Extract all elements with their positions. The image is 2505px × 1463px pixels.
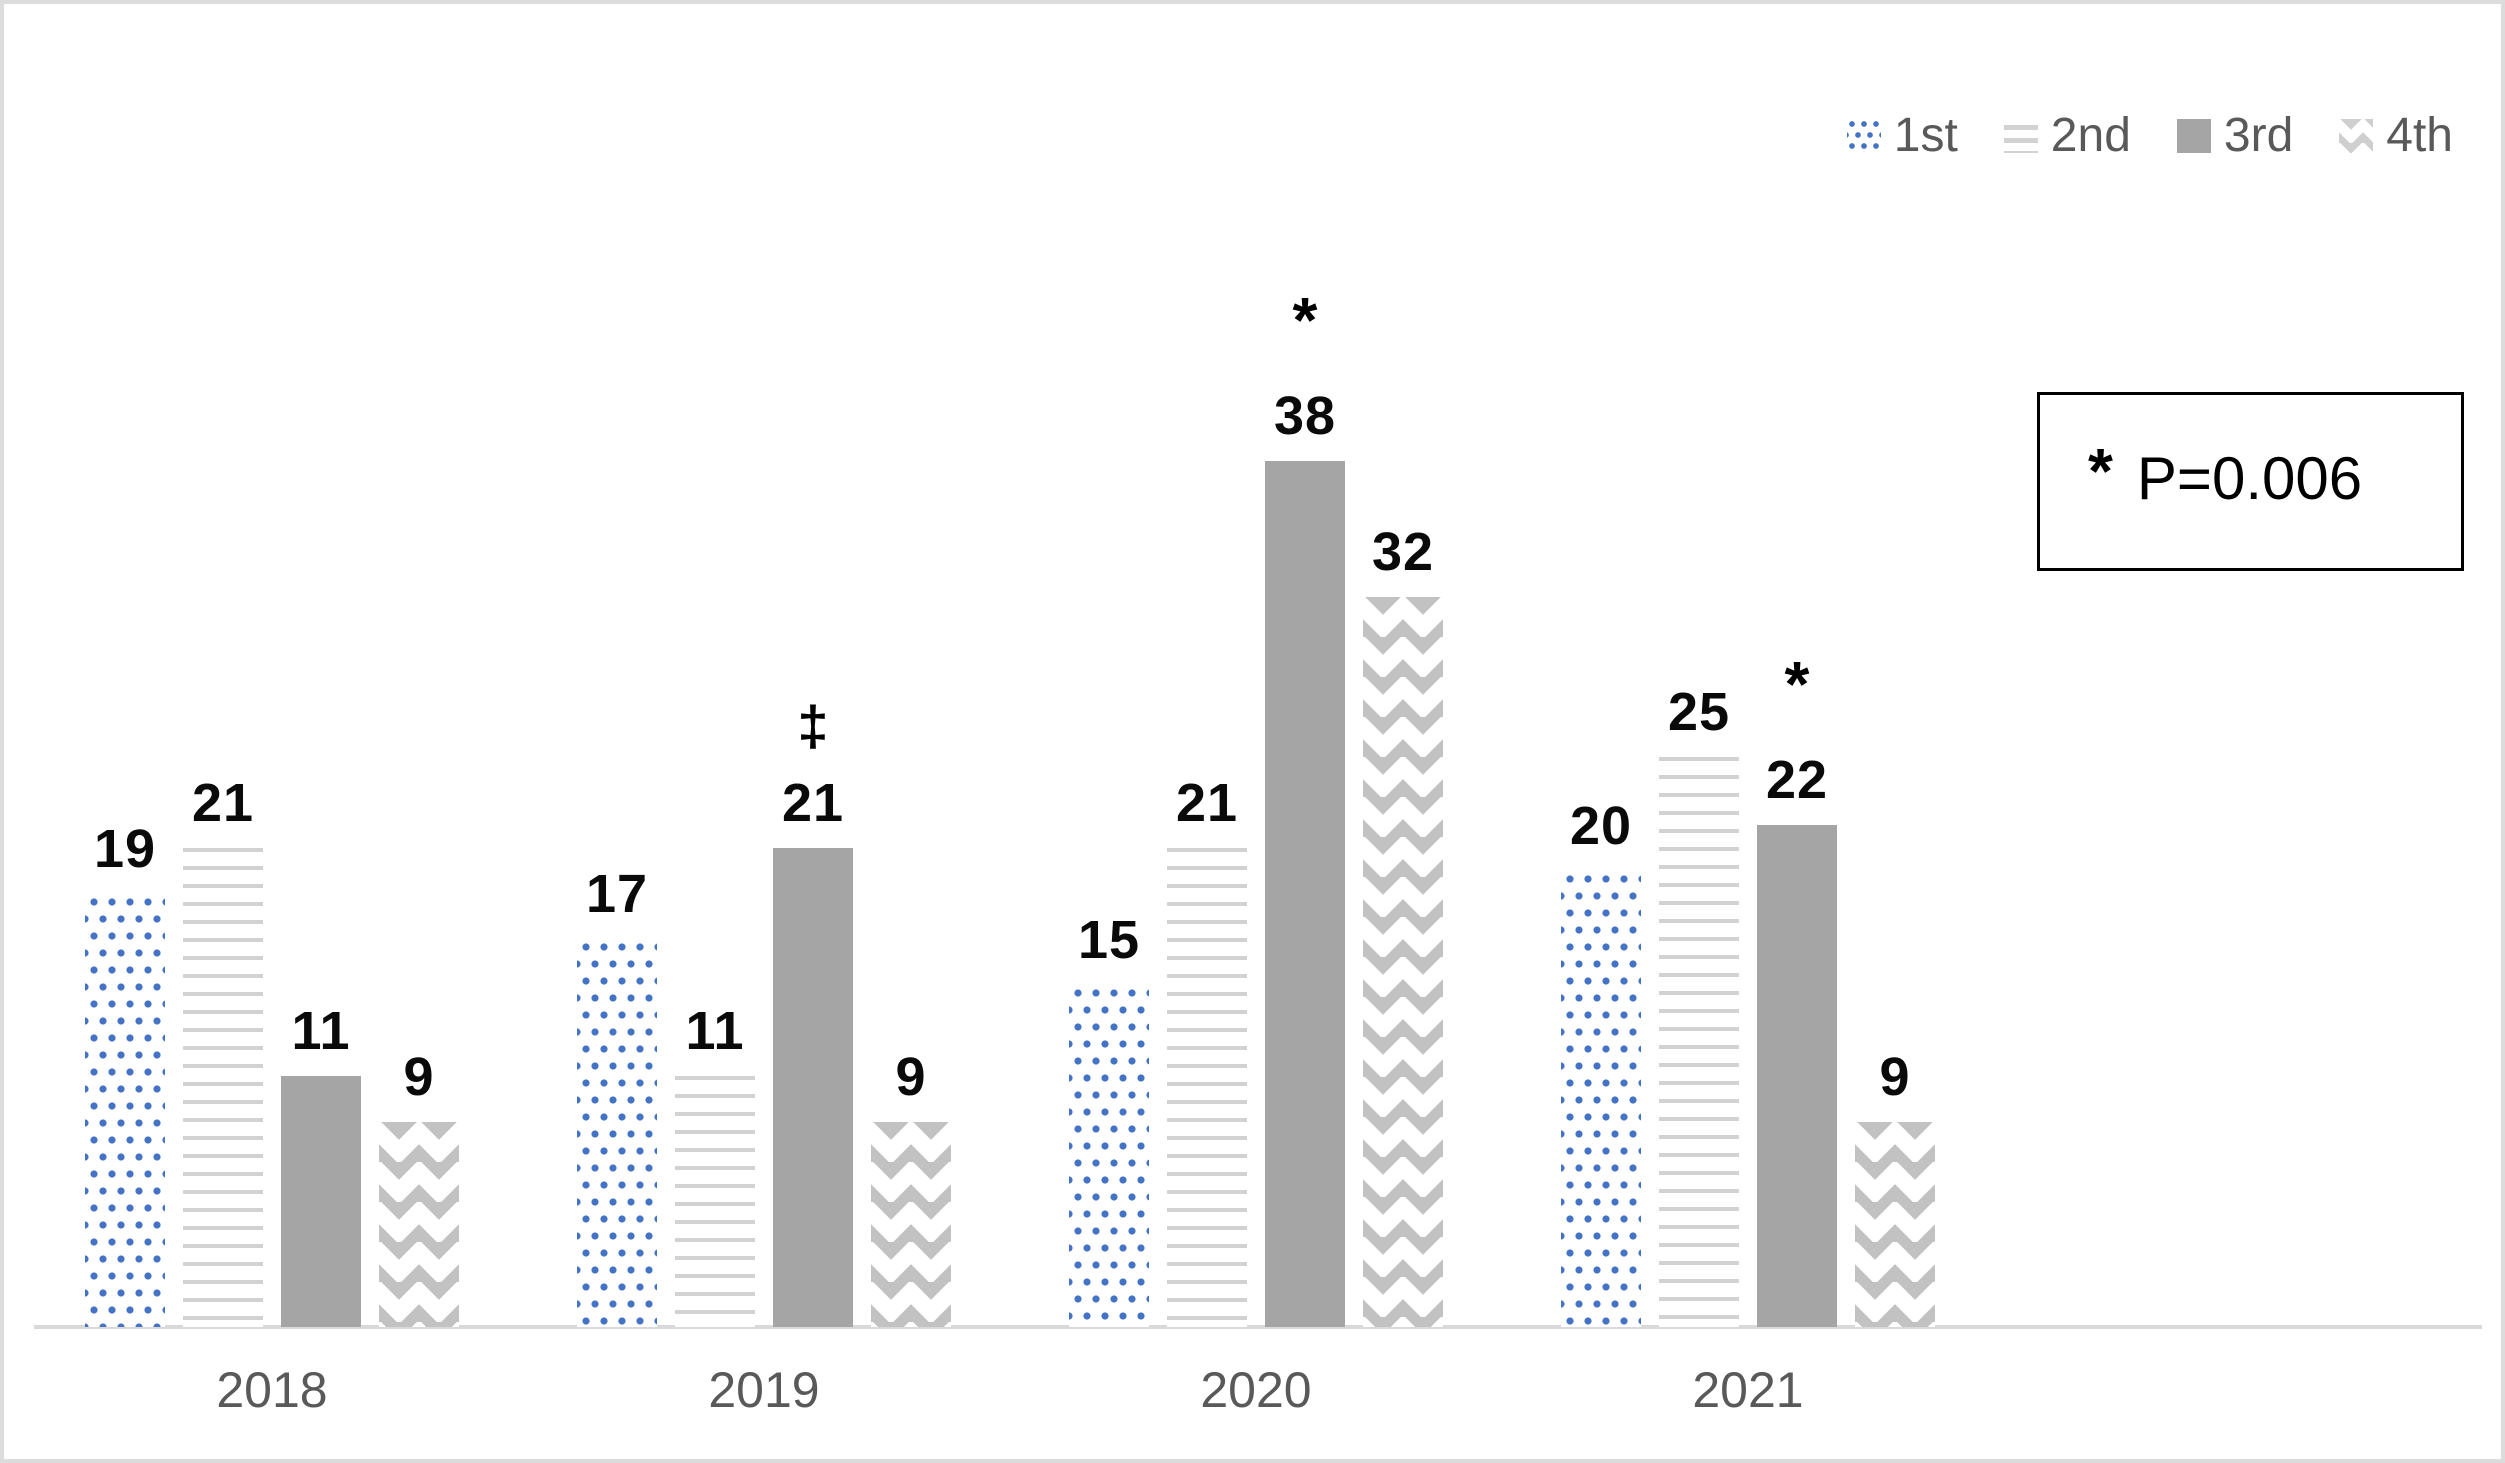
legend-label-4th: 4th [2386, 109, 2453, 162]
horizontal-lines-pattern-icon [2003, 118, 2038, 153]
significance-asterisk: * [1292, 284, 1318, 356]
category-label: 2019 [708, 1362, 820, 1418]
p-value-box: * P=0.006 [2037, 392, 2464, 571]
bar-2021-2nd [1659, 757, 1739, 1327]
bar-2018-2nd [183, 848, 263, 1327]
bar-value-label: 22 [1765, 750, 1829, 810]
solid-gray-pattern-icon [2176, 118, 2211, 153]
bar-value-label: 21 [1175, 773, 1239, 833]
bar-2018-4th [379, 1122, 459, 1327]
bar-value-label: 11 [685, 1001, 745, 1061]
bar-value-label: 9 [1879, 1047, 1911, 1107]
bar-value-label: 32 [1371, 522, 1435, 582]
legend-item-4th: 4th [2339, 108, 2453, 163]
bar-value-label: 9 [403, 1047, 435, 1107]
legend-item-3rd: 3rd [2176, 108, 2294, 163]
bar-2020-2nd [1167, 848, 1247, 1327]
bar-2018-3rd [281, 1076, 361, 1327]
legend-item-1st: 1st [1846, 108, 1958, 163]
bar-2019-2nd [675, 1076, 755, 1327]
bar-2020-3rd [1265, 461, 1345, 1327]
category-label: 2021 [1692, 1362, 1804, 1418]
bar-2020-4th [1363, 597, 1443, 1327]
legend-label-3rd: 3rd [2223, 109, 2294, 162]
significance-double-dagger: ‡ [797, 694, 829, 757]
bar-value-label: 19 [93, 819, 157, 879]
bar-2019-4th [871, 1122, 951, 1327]
legend-label-2nd: 2nd [2050, 109, 2131, 162]
bar-value-label: 21 [191, 773, 255, 833]
legend-label-1st: 1st [1893, 109, 1958, 162]
chart-legend: 1st 2nd 3rd 4th [1846, 108, 2453, 163]
significance-asterisk: * [1784, 648, 1810, 720]
bar-2019-1st [577, 939, 657, 1327]
blue-dots-pattern-icon [1846, 118, 1881, 153]
bar-2018-1st [85, 894, 165, 1327]
p-value-text: P=0.006 [2136, 445, 2363, 512]
bar-value-label: 20 [1569, 796, 1633, 856]
bar-2021-4th [1855, 1122, 1935, 1327]
x-axis-line [34, 1325, 2482, 1329]
bar-2019-3rd [773, 848, 853, 1327]
bar-2021-3rd [1757, 825, 1837, 1327]
bar-value-label: 25 [1667, 682, 1731, 742]
legend-item-2nd: 2nd [2003, 108, 2131, 163]
bar-value-label: 9 [895, 1047, 927, 1107]
bar-2020-1st [1069, 985, 1149, 1327]
bar-value-label: 21 [781, 773, 845, 833]
asterisk-symbol: * [2088, 434, 2113, 507]
plot-area: 2018 2019 2020 2021 19 17 15 20 21 11 21 25 11 21 38 22… [4, 4, 2501, 1459]
bar-value-label: 38 [1273, 386, 1337, 446]
category-label: 2020 [1200, 1362, 1312, 1418]
category-label: 2018 [216, 1362, 328, 1418]
bar-2021-1st [1561, 871, 1641, 1327]
gray-diamonds-pattern-icon [2339, 118, 2374, 153]
bar-value-label: 11 [291, 1001, 351, 1061]
bar-value-label: 15 [1077, 910, 1141, 970]
bar-value-label: 17 [585, 864, 649, 924]
